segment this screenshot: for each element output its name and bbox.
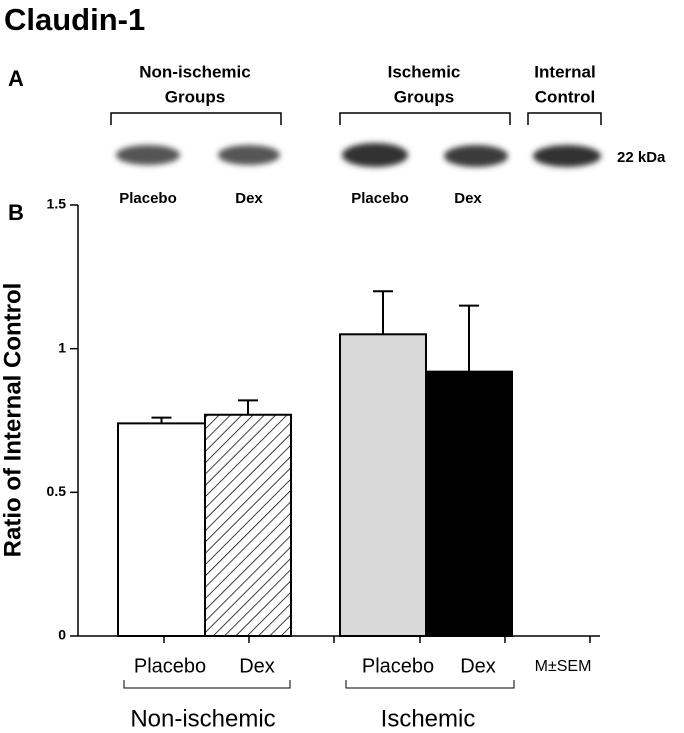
group-label: Ischemic [381,705,476,732]
group-brackets [123,680,515,689]
bar [339,333,427,637]
group-label: Non-ischemic [139,62,250,81]
y-tick-label: 0.5 [47,483,67,499]
group-label: Non-ischemic [130,705,275,732]
y-axis-label: Ratio of Internal Control [0,283,26,558]
lane-label: Dex [454,190,482,207]
x-tick-label: Placebo [134,655,206,677]
marker-label: 22 kDa [617,149,666,166]
panel-label: B [8,200,24,225]
panel-label: A [8,66,24,91]
x-tick-label: Dex [239,655,275,677]
group-label: Groups [394,87,454,106]
group-label: Ischemic [388,62,461,81]
annotation: M±SEM [535,658,592,675]
bar [117,422,206,637]
lane-label: Placebo [351,190,409,207]
lane-label: Placebo [119,190,177,207]
group-label: Control [535,87,595,106]
blot-bands [116,143,601,167]
y-tick-label: 0 [58,627,66,643]
title: Claudin-1 [4,2,145,37]
x-tick-label: Dex [460,655,496,677]
bar [204,413,292,637]
group-label: Groups [165,87,225,106]
x-tick-label: Placebo [362,655,434,677]
brackets [110,112,602,125]
y-tick-label: 1 [58,339,66,355]
lane-label: Dex [235,190,263,207]
bar [425,370,513,637]
y-tick-label: 1.5 [47,196,67,212]
group-label: Internal [534,62,595,81]
